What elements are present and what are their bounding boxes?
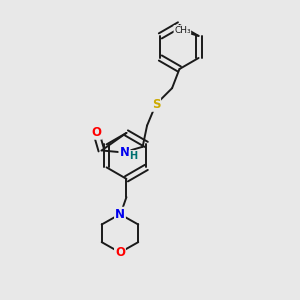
Text: N: N	[115, 208, 125, 221]
Text: CH₃: CH₃	[174, 26, 191, 34]
Text: O: O	[115, 246, 125, 259]
Text: H: H	[129, 151, 137, 160]
Text: N: N	[119, 146, 129, 159]
Text: S: S	[152, 98, 160, 111]
Text: O: O	[91, 126, 101, 139]
